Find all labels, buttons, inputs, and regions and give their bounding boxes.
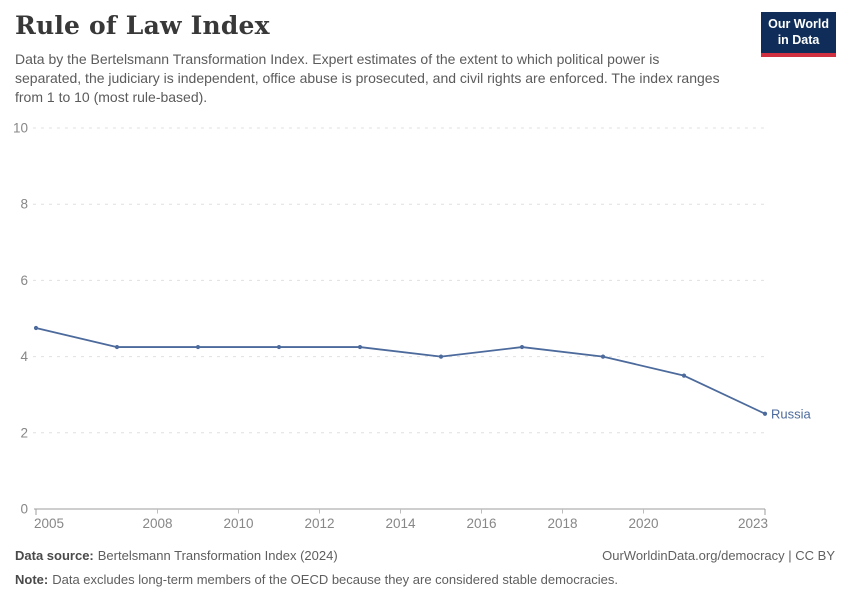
data-point-2011 [276, 344, 282, 350]
series-line-russia [35, 327, 766, 415]
x-tick-label-2020: 2020 [628, 516, 658, 531]
y-tick-label-0: 0 [20, 502, 28, 517]
x-tick-label-2014: 2014 [385, 516, 416, 531]
y-tick-label-2: 2 [20, 425, 28, 440]
note-value: Data excludes long-term members of the O… [52, 571, 618, 587]
data-point-2009 [195, 344, 201, 350]
x-tick-label-2016: 2016 [466, 516, 496, 531]
owid-logo[interactable]: Our World in Data [761, 12, 836, 57]
owid-logo-line2: in Data [777, 32, 820, 47]
x-tick-label-2005: 2005 [34, 516, 64, 531]
x-tick-label-2023: 2023 [738, 516, 768, 531]
series-label-russia: Russia [771, 406, 812, 421]
y-tick-label-8: 8 [20, 197, 28, 212]
chart-header: Rule of Law Index Data by the Bertelsman… [15, 11, 750, 107]
y-tick-label-6: 6 [20, 273, 28, 288]
chart-canvas: 0 2 4 6 8 10 2005 2008 2010 2012 2014 2016 2018 2020 2… [13, 121, 812, 532]
x-tick-label-2008: 2008 [142, 516, 172, 531]
note-label: Note: [15, 571, 49, 587]
data-source-label: Data source: [15, 548, 94, 563]
x-tick-label-2012: 2012 [304, 516, 334, 531]
data-source-note: Data source: Bertelsmann Transformation I… [15, 547, 338, 565]
data-point-2021 [681, 373, 687, 378]
data-point-2007 [114, 344, 120, 350]
x-tick-label-2018: 2018 [547, 516, 577, 531]
y-tick-label-4: 4 [20, 349, 28, 364]
data-point-2017 [519, 344, 525, 350]
data-point-2023 [762, 411, 768, 416]
data-source-value: Bertelsmann Transformation Index (2024) [97, 548, 338, 563]
data-point-2005 [33, 325, 39, 331]
chart-note: Note: Data excludes long-term members of … [15, 571, 835, 589]
owid-logo-line1: Our World [768, 17, 829, 31]
data-point-2013 [357, 344, 363, 350]
data-point-2019 [600, 354, 606, 359]
x-tick-label-2010: 2010 [223, 516, 253, 531]
y-tick-label-10: 10 [13, 121, 28, 136]
chart-subtitle: Data by the Bertelsmann Transformation I… [15, 51, 720, 106]
page-title: Rule of Law Index [15, 11, 270, 40]
data-point-2015 [438, 354, 444, 359]
owid-url-link[interactable]: OurWorldinData.org/democracy | CC BY [602, 548, 835, 563]
chart-footer: Data source: Bertelsmann Transformation I… [15, 547, 835, 588]
